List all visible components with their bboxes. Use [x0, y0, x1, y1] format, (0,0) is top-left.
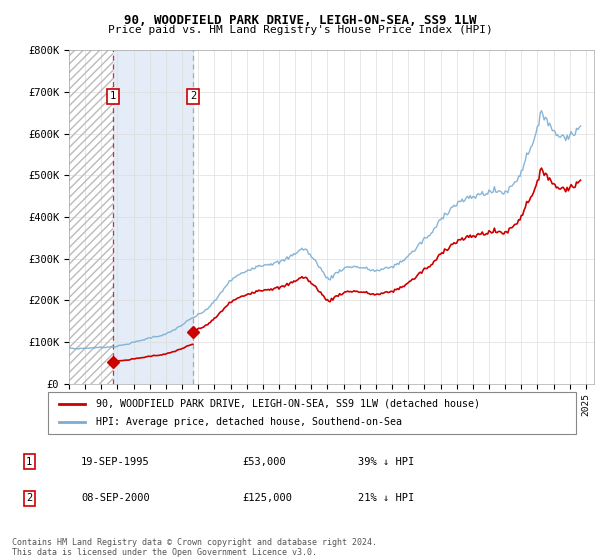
Text: 39% ↓ HPI: 39% ↓ HPI	[358, 456, 414, 466]
Text: 90, WOODFIELD PARK DRIVE, LEIGH-ON-SEA, SS9 1LW: 90, WOODFIELD PARK DRIVE, LEIGH-ON-SEA, …	[124, 14, 476, 27]
Text: HPI: Average price, detached house, Southend-on-Sea: HPI: Average price, detached house, Sout…	[95, 417, 401, 427]
Text: 08-SEP-2000: 08-SEP-2000	[81, 493, 150, 503]
Text: 21% ↓ HPI: 21% ↓ HPI	[358, 493, 414, 503]
Text: £125,000: £125,000	[242, 493, 292, 503]
Text: £53,000: £53,000	[242, 456, 286, 466]
Text: 90, WOODFIELD PARK DRIVE, LEIGH-ON-SEA, SS9 1LW (detached house): 90, WOODFIELD PARK DRIVE, LEIGH-ON-SEA, …	[95, 399, 479, 409]
Text: Price paid vs. HM Land Registry's House Price Index (HPI): Price paid vs. HM Land Registry's House …	[107, 25, 493, 35]
Bar	[113, 50, 193, 384]
Text: Contains HM Land Registry data © Crown copyright and database right 2024.
This d: Contains HM Land Registry data © Crown c…	[12, 538, 377, 557]
Bar	[69, 50, 113, 384]
Text: 1: 1	[110, 91, 116, 101]
Text: 1: 1	[26, 456, 32, 466]
Bar	[69, 50, 113, 384]
Text: 19-SEP-1995: 19-SEP-1995	[81, 456, 150, 466]
FancyBboxPatch shape	[48, 392, 576, 434]
Text: 2: 2	[190, 91, 196, 101]
Text: 2: 2	[26, 493, 32, 503]
